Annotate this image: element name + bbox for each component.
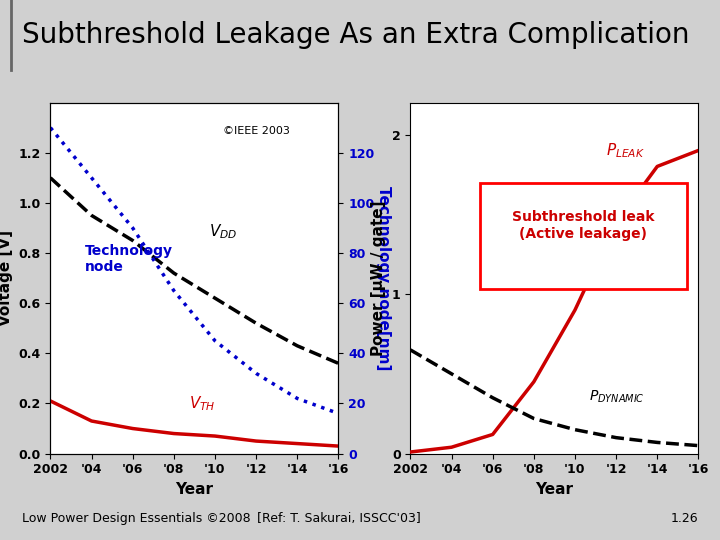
Y-axis label: Voltage [V]: Voltage [V] — [0, 230, 13, 326]
Text: $P_{DYNAMIC}$: $P_{DYNAMIC}$ — [589, 389, 644, 406]
Text: 1.26: 1.26 — [671, 512, 698, 525]
Text: $V_{TH}$: $V_{TH}$ — [189, 394, 215, 413]
Text: $V_{DD}$: $V_{DD}$ — [209, 222, 237, 241]
Text: [Ref: T. Sakurai, ISSCC'03]: [Ref: T. Sakurai, ISSCC'03] — [256, 512, 420, 525]
Text: $P_{LEAK}$: $P_{LEAK}$ — [606, 141, 645, 160]
Text: Technology
node: Technology node — [85, 244, 173, 274]
X-axis label: Year: Year — [176, 482, 213, 497]
Text: Subthreshold leak
(Active leakage): Subthreshold leak (Active leakage) — [512, 211, 654, 240]
Text: Subthreshold Leakage As an Extra Complication: Subthreshold Leakage As an Extra Complic… — [22, 21, 689, 49]
Text: Low Power Design Essentials ©2008: Low Power Design Essentials ©2008 — [22, 512, 251, 525]
FancyBboxPatch shape — [480, 184, 687, 288]
Text: ©IEEE 2003: ©IEEE 2003 — [223, 126, 290, 136]
X-axis label: Year: Year — [536, 482, 573, 497]
Y-axis label: Technology node[nm]: Technology node[nm] — [376, 186, 391, 370]
Y-axis label: Power [μW / gate]: Power [μW / gate] — [372, 200, 387, 356]
